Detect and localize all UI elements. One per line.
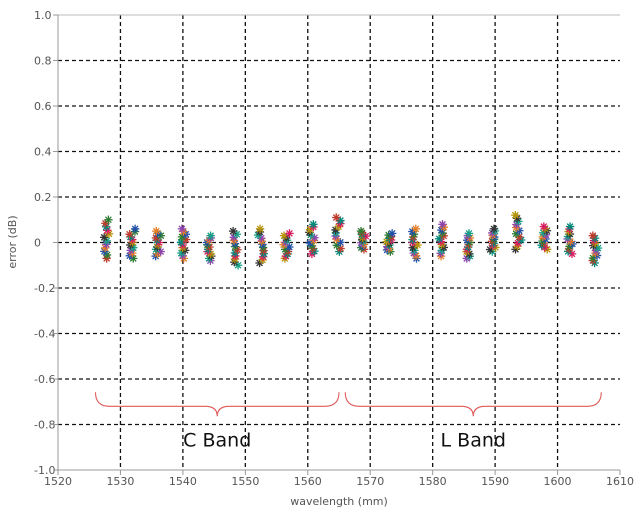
channel-marker-group [202,231,216,265]
channel-marker-group [382,229,397,256]
channel-marker-group [305,220,319,259]
y-tick-label: 0.4 [34,146,52,159]
data-point [206,231,215,240]
channel-marker-group [279,229,294,263]
x-tick-label: 1540 [169,475,197,488]
channel-marker-group [176,224,191,263]
channel-marker-group [228,226,243,270]
data-point [411,224,420,234]
data-point [332,213,341,222]
data-point [130,224,140,234]
data-point [489,224,499,234]
y-tick-label: -0.2 [34,282,55,295]
channel-marker-group [462,229,475,263]
x-tick-label: 1570 [356,475,384,488]
data-point [434,234,444,243]
x-tick-label: 1580 [419,475,447,488]
data-point [356,226,366,236]
data-point [413,240,422,250]
y-tick-label: -0.4 [34,328,55,341]
data-point [309,220,318,229]
data-point [228,226,238,236]
data-point [387,229,397,238]
annotation-layer: C Band L Band [94,392,602,451]
data-point [512,214,522,223]
data-point [177,224,187,234]
channel-marker-group [434,220,449,261]
band-label: C Band [183,429,251,451]
data-point [99,233,109,242]
x-tick-label: 1590 [481,475,509,488]
x-tick-label: 1610 [606,475,634,488]
y-tick-label: -1.0 [34,464,55,477]
x-tick-label: 1530 [106,475,134,488]
data-point [438,220,447,229]
data-point [152,226,161,236]
y-axis-title: error (dB) [6,215,19,268]
mark-layer [99,211,603,270]
data-point [464,229,474,238]
channel-marker-group [125,224,140,263]
band-label: L Band [441,429,506,451]
channel-marker-group [331,213,345,256]
channel-marker-group [99,215,114,263]
channel-marker-group [408,224,422,263]
band-brace [94,392,340,417]
channel-marker-group [356,226,370,254]
data-point [565,222,575,231]
channel-marker-group [511,211,526,254]
x-axis-title: wavelength (mm) [290,495,388,508]
channel-marker-group [537,222,552,254]
data-point [539,222,549,231]
channel-marker-group [563,222,577,259]
data-point [177,248,186,258]
x-tick-label: 1550 [231,475,259,488]
data-point [255,224,265,234]
x-tick-label: 1560 [294,475,322,488]
channel-marker-group [151,226,166,261]
channel-marker-group [485,224,500,256]
y-tick-label: 0.8 [34,55,52,68]
data-point [104,215,113,224]
x-tick-label: 1600 [544,475,572,488]
y-tick-label: 1.0 [34,9,52,22]
x-tick-label: 1520 [44,475,72,488]
data-point [408,243,417,252]
data-point [511,211,520,220]
band-brace [344,392,602,417]
data-point [285,229,294,238]
y-tick-label: -0.8 [34,419,55,432]
y-tick-label: -0.6 [34,373,55,386]
y-tick-label: 0.2 [34,191,52,204]
channel-marker-group [588,231,603,268]
data-point [336,216,345,225]
channel-marker-group [253,224,268,268]
data-point [588,231,598,240]
axis-layer: 1.0 0.8 0.6 0.4 0.2 0 -0.2 -0.4 -0.6 -0.8 -1.01520… [34,9,634,488]
y-tick-label: 0.6 [34,100,52,113]
y-tick-label: 0 [34,237,41,250]
